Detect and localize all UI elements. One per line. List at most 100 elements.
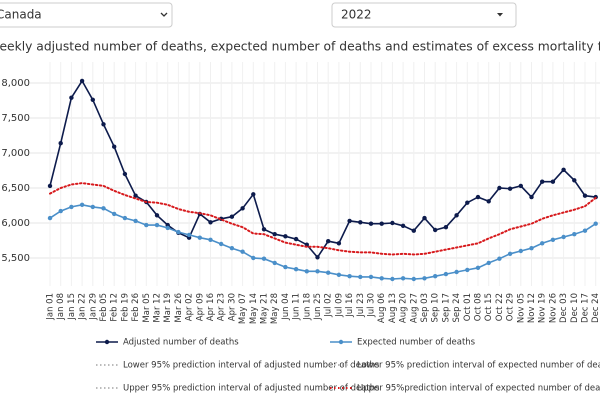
x-tick-label: Nov 26 [548,293,558,323]
series-line [49,203,597,280]
point [486,199,491,204]
y-tick-label: 6,000 [1,218,30,229]
point [304,269,309,274]
y-tick-label: 5,500 [1,253,30,264]
x-tick-label: Oct 08 [474,293,484,321]
x-tick-label: Feb 19 [120,293,130,322]
x-tick-label: Jul 23 [356,293,366,318]
point [411,276,416,282]
y-tick-label: 6,500 [1,183,30,194]
point [58,141,63,146]
point [433,227,438,233]
point [518,248,523,254]
point [390,220,395,226]
point [422,276,427,281]
x-tick-label: Sep 10 [431,293,441,323]
point [368,221,374,226]
point [47,183,53,189]
point [133,193,138,198]
x-tick-label: May 28 [270,293,280,324]
point [90,204,96,210]
chevron [160,12,168,17]
point [540,241,545,246]
x-tick-label: Mar 12 [153,293,163,323]
point [486,260,491,266]
year-select[interactable] [331,2,517,28]
point [443,225,449,230]
point [379,221,384,226]
series-line [49,79,597,259]
point [122,171,128,177]
point [582,228,588,233]
point [154,222,160,228]
x-tick-label: Dec 17 [581,293,591,323]
legend-label[interactable]: Lower 95% prediction interval of expecte… [357,361,600,371]
point [507,186,513,191]
x-tick-label: Dec 24 [591,293,600,323]
legend-label[interactable]: Adjusted number of deaths [123,338,239,348]
point [144,222,149,228]
point [197,235,202,240]
point [465,200,470,205]
y-tick-label: 7,000 [1,148,30,159]
x-tick-label: Apr 02 [185,293,195,321]
x-tick-label: May 14 [249,293,259,324]
point [229,246,235,251]
country-value: Canada [0,8,42,22]
legend-label[interactable]: Upper 95%prediction interval of expected… [357,384,600,394]
point [347,218,352,224]
x-tick-label: Jun 18 [302,293,312,321]
point [507,251,513,256]
point [315,255,320,260]
x-tick-label: Sep 03 [420,293,430,323]
y-tick-label: 8,000 [1,78,30,89]
point [454,269,459,275]
legend-label[interactable]: Lower 95% prediction interval of adjuste… [123,361,380,371]
x-tick-label: Aug 20 [399,293,409,323]
point [261,227,267,232]
point [443,271,449,277]
point [112,144,117,149]
point [582,193,588,198]
point [358,220,363,225]
point [283,264,288,270]
point [336,272,342,277]
point [572,232,577,237]
point [561,234,566,240]
point [154,213,160,218]
point [433,274,438,279]
country-select[interactable] [0,2,173,28]
point [251,255,256,261]
x-tick-label: Aug 13 [388,293,398,323]
point [529,194,534,200]
x-tick-label: Dec 03 [559,293,569,323]
point [69,95,74,100]
point [540,179,545,184]
legend-label[interactable]: Expected number of deaths [357,338,476,348]
x-tick-label: Feb 26 [131,293,141,322]
x-tick-label: Oct 15 [484,293,494,321]
point [475,194,481,200]
point [69,204,74,210]
point [101,206,106,211]
x-tick-label: Nov 12 [527,293,537,323]
point [347,274,352,279]
x-tick-label: Apr 09 [195,293,205,321]
point [240,206,245,211]
point [79,78,85,84]
point [422,215,427,221]
x-tick-label: Oct 22 [495,293,505,321]
legend-label[interactable]: Upper 95% prediction interval of adjuste… [123,384,380,394]
point [293,236,299,242]
x-tick-label: Nov 19 [538,293,548,323]
point [208,237,213,242]
point [208,220,213,225]
point [326,270,331,275]
point [368,274,374,280]
point [497,256,502,261]
point [261,256,267,261]
point [518,183,523,189]
x-tick-label: Apr 30 [227,293,237,321]
point [122,215,128,221]
x-tick-label: Sep 17 [441,293,451,323]
